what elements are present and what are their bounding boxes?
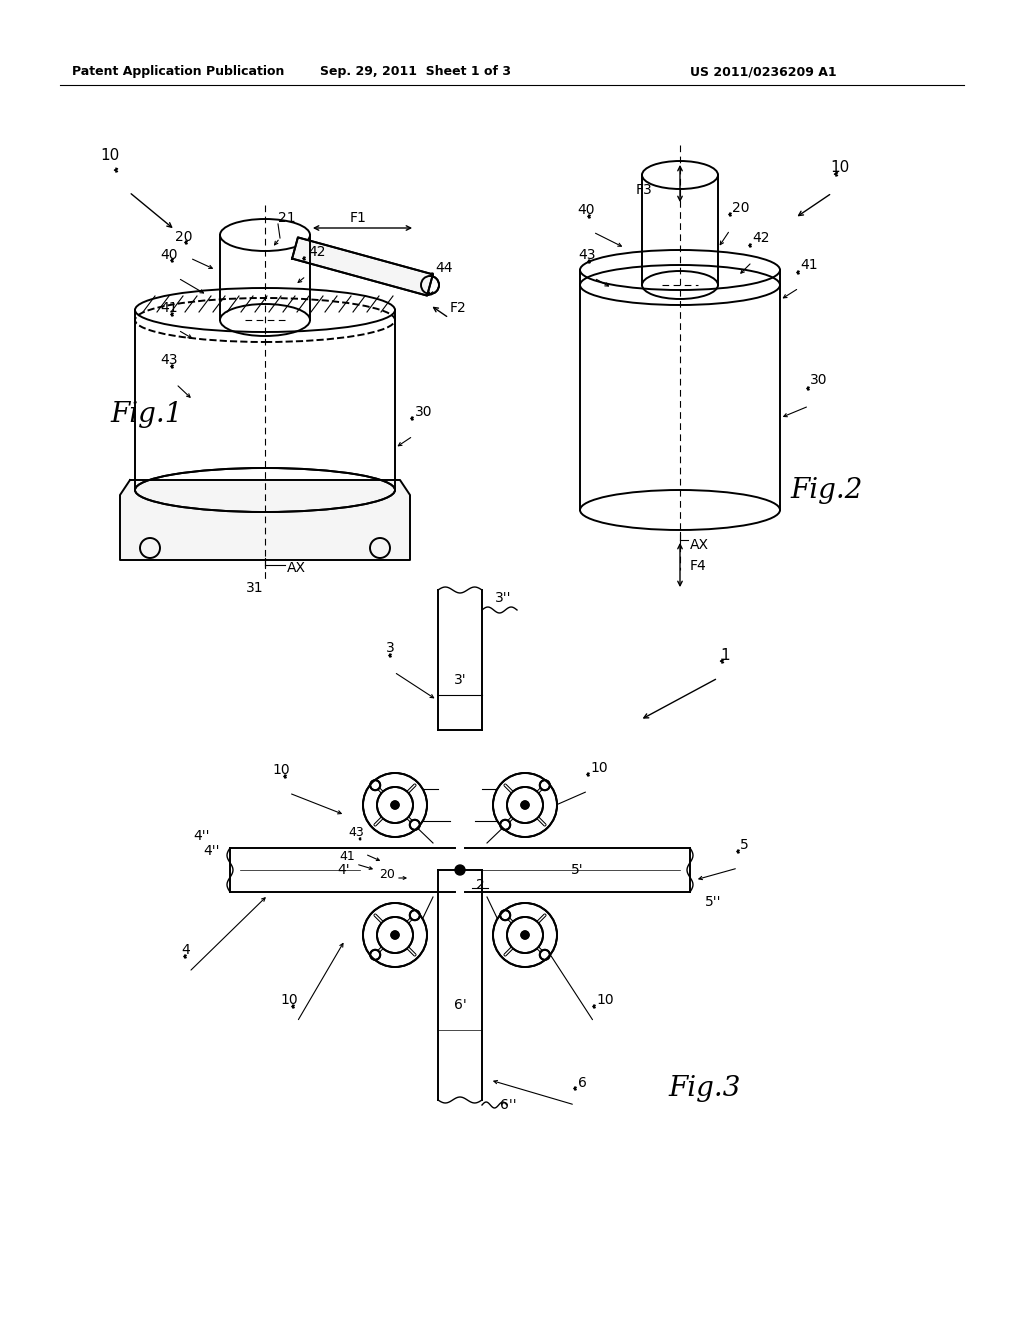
Text: F1: F1 bbox=[349, 211, 367, 224]
Text: 10: 10 bbox=[281, 993, 298, 1007]
Circle shape bbox=[507, 917, 543, 953]
Text: 5'': 5'' bbox=[705, 895, 722, 909]
Circle shape bbox=[362, 903, 427, 968]
Text: AX: AX bbox=[287, 561, 306, 576]
Polygon shape bbox=[438, 590, 482, 730]
Circle shape bbox=[493, 903, 557, 968]
Text: 41: 41 bbox=[800, 257, 817, 272]
Text: 21: 21 bbox=[278, 211, 296, 224]
Text: 10: 10 bbox=[596, 993, 613, 1007]
Circle shape bbox=[362, 774, 427, 837]
Circle shape bbox=[500, 820, 510, 830]
Text: Fig.1: Fig.1 bbox=[110, 401, 182, 429]
Circle shape bbox=[410, 911, 420, 920]
Circle shape bbox=[521, 801, 529, 809]
Text: 10: 10 bbox=[830, 161, 850, 176]
Text: 10: 10 bbox=[590, 762, 607, 775]
Text: 30: 30 bbox=[810, 374, 827, 387]
Text: 42: 42 bbox=[752, 231, 769, 246]
Text: 4': 4' bbox=[338, 863, 350, 876]
Circle shape bbox=[371, 780, 380, 791]
Polygon shape bbox=[292, 238, 433, 296]
Circle shape bbox=[371, 950, 380, 960]
Text: Fig.3: Fig.3 bbox=[668, 1074, 740, 1101]
Text: 6': 6' bbox=[454, 998, 466, 1012]
Circle shape bbox=[391, 801, 399, 809]
Text: 44: 44 bbox=[435, 261, 453, 275]
Text: 6: 6 bbox=[578, 1076, 587, 1090]
Circle shape bbox=[410, 820, 420, 830]
Text: Patent Application Publication: Patent Application Publication bbox=[72, 66, 285, 78]
Text: 1: 1 bbox=[720, 648, 730, 663]
Text: 42: 42 bbox=[373, 776, 388, 788]
Circle shape bbox=[521, 931, 529, 939]
Text: 40: 40 bbox=[578, 203, 595, 216]
Text: 10: 10 bbox=[100, 148, 120, 162]
Text: Fig.2: Fig.2 bbox=[790, 477, 862, 503]
Circle shape bbox=[540, 780, 550, 791]
Text: 20: 20 bbox=[379, 867, 395, 880]
Text: 4: 4 bbox=[181, 942, 190, 957]
Text: F3: F3 bbox=[636, 183, 652, 197]
Text: US 2011/0236209 A1: US 2011/0236209 A1 bbox=[690, 66, 837, 78]
Polygon shape bbox=[120, 480, 410, 560]
Text: 20: 20 bbox=[174, 230, 193, 244]
Polygon shape bbox=[230, 847, 455, 892]
Text: 43: 43 bbox=[161, 352, 178, 367]
Polygon shape bbox=[465, 847, 690, 892]
Text: 5': 5' bbox=[570, 863, 584, 876]
Circle shape bbox=[521, 931, 529, 939]
Text: 30: 30 bbox=[365, 804, 380, 817]
Text: 5: 5 bbox=[740, 838, 749, 851]
Circle shape bbox=[507, 787, 543, 822]
Text: 4'': 4'' bbox=[204, 843, 220, 858]
Text: 3': 3' bbox=[454, 673, 466, 686]
Text: 41: 41 bbox=[161, 301, 178, 315]
Circle shape bbox=[391, 931, 399, 939]
Circle shape bbox=[500, 911, 510, 920]
Text: F2: F2 bbox=[450, 301, 467, 315]
Text: 43: 43 bbox=[579, 248, 596, 261]
Circle shape bbox=[391, 801, 399, 809]
Text: Sep. 29, 2011  Sheet 1 of 3: Sep. 29, 2011 Sheet 1 of 3 bbox=[319, 66, 511, 78]
Text: AX: AX bbox=[690, 539, 709, 552]
Text: 6'': 6'' bbox=[500, 1098, 517, 1111]
Text: 43: 43 bbox=[348, 825, 364, 838]
Text: 31: 31 bbox=[246, 581, 264, 595]
Text: 42: 42 bbox=[308, 246, 326, 259]
Circle shape bbox=[521, 801, 529, 809]
Circle shape bbox=[540, 950, 550, 960]
Text: 4'': 4'' bbox=[194, 829, 210, 843]
Text: 2: 2 bbox=[475, 878, 484, 892]
Text: 3: 3 bbox=[386, 642, 395, 655]
Text: F4: F4 bbox=[690, 558, 707, 573]
Text: 40: 40 bbox=[161, 248, 178, 261]
Text: 30: 30 bbox=[415, 405, 432, 418]
Circle shape bbox=[377, 917, 413, 953]
Circle shape bbox=[455, 865, 465, 875]
Text: 10: 10 bbox=[272, 763, 290, 777]
Circle shape bbox=[391, 931, 399, 939]
Circle shape bbox=[377, 787, 413, 822]
Text: 41: 41 bbox=[339, 850, 355, 862]
Polygon shape bbox=[438, 870, 482, 1100]
Text: 20: 20 bbox=[732, 201, 750, 215]
Circle shape bbox=[493, 774, 557, 837]
Text: 3'': 3'' bbox=[495, 591, 512, 605]
